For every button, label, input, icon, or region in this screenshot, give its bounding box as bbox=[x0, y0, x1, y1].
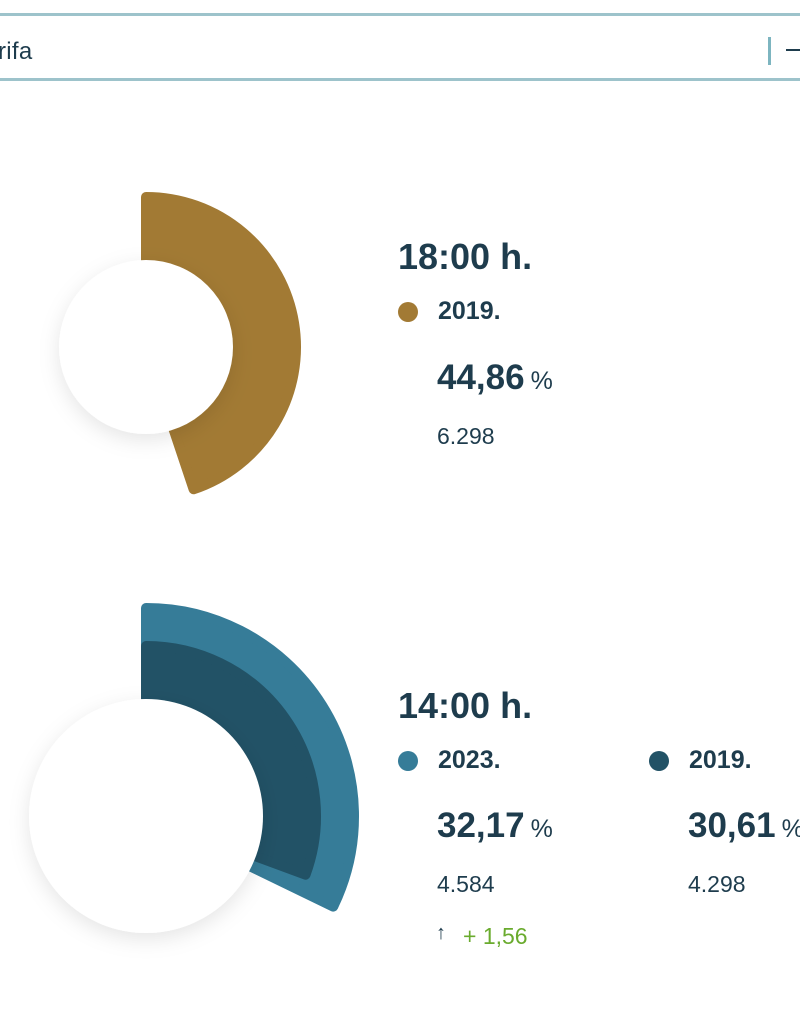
percent-unit: % bbox=[782, 815, 800, 843]
donut-chart-1400 bbox=[29, 603, 359, 933]
legend-label-2019: 2019. bbox=[438, 297, 501, 325]
legend-dot-2019 bbox=[398, 302, 418, 322]
percent-unit: % bbox=[530, 367, 553, 395]
percent-number: 44,86 bbox=[437, 358, 525, 397]
arrow-up-icon: ↑ bbox=[436, 922, 446, 944]
percent-value-2019-1800: 44,86% bbox=[437, 358, 553, 398]
count-value-2019-1400: 4.298 bbox=[688, 871, 746, 897]
legend-label-2023: 2023. bbox=[438, 746, 501, 774]
collapse-icon[interactable] bbox=[786, 49, 800, 51]
change-value-2023: + 1,56 bbox=[463, 923, 528, 949]
percent-number: 30,61 bbox=[688, 806, 776, 845]
donut-center-1800 bbox=[59, 260, 233, 434]
percent-number: 32,17 bbox=[437, 806, 525, 845]
legend-label-2019-b: 2019. bbox=[689, 746, 752, 774]
legend-dot-2019-b bbox=[649, 751, 669, 771]
donut-chart-1800 bbox=[59, 192, 301, 495]
search-bar[interactable]: rifa bbox=[0, 13, 800, 81]
donut-center-1400 bbox=[29, 699, 263, 933]
legend-dot-2023 bbox=[398, 751, 418, 771]
search-bar-divider bbox=[768, 37, 771, 65]
count-value-2023-1400: 4.584 bbox=[437, 871, 495, 897]
count-value-2019-1800: 6.298 bbox=[437, 423, 495, 449]
percent-value-2023-1400: 32,17% bbox=[437, 806, 553, 846]
percent-value-2019-1400: 30,61% bbox=[688, 806, 800, 846]
search-input-value[interactable]: rifa bbox=[0, 38, 33, 65]
percent-unit: % bbox=[530, 815, 553, 843]
hour-label-1400: 14:00 h. bbox=[398, 685, 533, 726]
hour-label-1800: 18:00 h. bbox=[398, 236, 533, 277]
